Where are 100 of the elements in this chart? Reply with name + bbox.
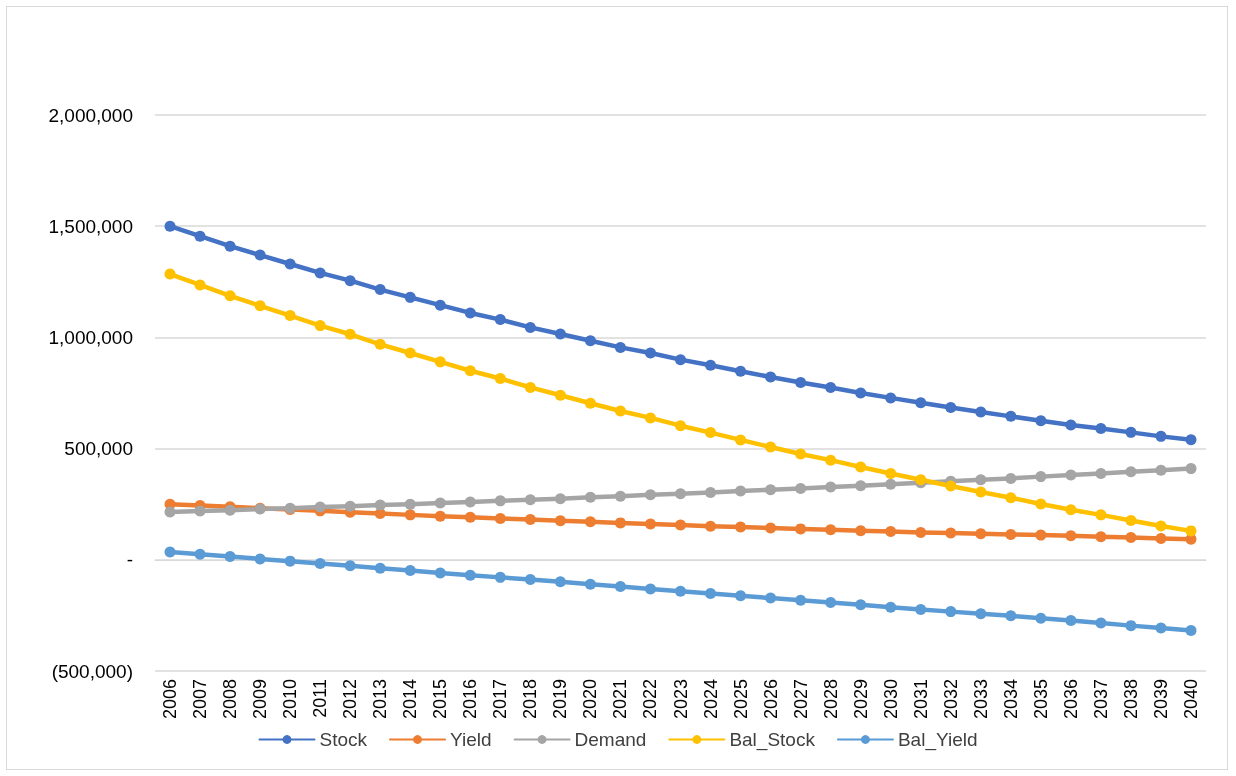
x-tick-label: 2015 xyxy=(430,679,451,720)
point xyxy=(494,512,506,524)
x-tick-label: 2027 xyxy=(790,679,811,720)
y-tick-label: 1,500,000 xyxy=(48,215,133,237)
point xyxy=(614,490,626,502)
point xyxy=(344,500,356,512)
point xyxy=(885,526,897,538)
point xyxy=(284,555,296,567)
point xyxy=(765,371,777,383)
point xyxy=(284,258,296,270)
x-tick-label: 2021 xyxy=(610,679,631,720)
point xyxy=(975,474,987,486)
legend-label: Bal_Yield xyxy=(897,729,978,751)
point xyxy=(494,373,506,385)
point xyxy=(644,583,656,595)
point xyxy=(855,480,867,492)
point xyxy=(735,434,747,446)
point xyxy=(675,585,686,597)
x-tick-label: 2018 xyxy=(520,679,541,720)
x-tick-label: 2022 xyxy=(640,679,661,720)
point xyxy=(434,510,446,522)
point xyxy=(1185,434,1197,446)
point xyxy=(224,290,236,302)
point xyxy=(644,347,656,359)
point xyxy=(705,520,717,532)
x-tick-label: 2033 xyxy=(970,679,991,720)
point xyxy=(975,528,987,540)
x-tick-label: 2020 xyxy=(580,679,601,720)
point xyxy=(1155,622,1167,634)
x-tick-label: 2025 xyxy=(730,679,751,720)
point xyxy=(644,412,656,424)
point xyxy=(584,516,596,528)
point xyxy=(584,397,596,409)
point xyxy=(404,498,416,510)
x-tick-label: 2037 xyxy=(1090,679,1111,720)
legend-label: Demand xyxy=(574,729,647,750)
point xyxy=(404,347,416,359)
point xyxy=(314,320,326,332)
x-tick-label: 2017 xyxy=(490,679,511,720)
point xyxy=(554,515,566,527)
point xyxy=(795,523,807,535)
point xyxy=(524,514,536,526)
point xyxy=(344,560,356,572)
point xyxy=(1155,520,1167,532)
point xyxy=(1155,532,1167,544)
point xyxy=(1125,514,1137,526)
legend-label: Bal_Stock xyxy=(729,729,816,751)
point xyxy=(464,307,476,319)
x-tick-label: 2009 xyxy=(250,679,271,720)
point xyxy=(705,427,717,439)
point xyxy=(885,392,897,404)
point xyxy=(494,571,506,583)
legend-label: Yield xyxy=(450,729,492,750)
y-tick-label: (500,000) xyxy=(51,660,133,682)
point xyxy=(1035,498,1047,510)
point xyxy=(494,495,506,507)
point xyxy=(524,321,536,333)
point xyxy=(765,484,777,496)
point xyxy=(1185,463,1197,475)
point xyxy=(404,291,416,303)
point xyxy=(614,405,626,417)
point xyxy=(1005,610,1017,622)
point xyxy=(284,310,296,322)
point xyxy=(1155,430,1167,442)
point xyxy=(194,279,206,291)
point xyxy=(254,300,266,312)
point xyxy=(164,546,176,558)
point xyxy=(194,505,206,517)
point xyxy=(164,268,176,280)
point xyxy=(194,230,206,242)
point xyxy=(584,491,596,503)
point xyxy=(735,365,747,377)
point xyxy=(434,299,446,311)
point xyxy=(464,511,476,523)
point xyxy=(1125,466,1137,478)
point xyxy=(614,580,626,592)
point xyxy=(705,486,717,498)
point xyxy=(675,519,686,531)
x-tick-label: 2038 xyxy=(1120,679,1141,720)
x-tick-label: 2035 xyxy=(1030,679,1051,720)
point xyxy=(644,489,656,501)
point xyxy=(975,406,987,418)
point xyxy=(825,597,837,608)
point xyxy=(494,314,506,326)
point xyxy=(404,564,416,576)
point xyxy=(644,518,656,530)
point xyxy=(1065,530,1077,542)
point xyxy=(825,454,837,466)
point xyxy=(675,420,686,432)
point xyxy=(254,553,266,565)
x-tick-label: 2034 xyxy=(1000,679,1021,720)
point xyxy=(1005,410,1017,422)
point xyxy=(554,576,566,588)
point xyxy=(915,397,927,409)
point xyxy=(675,488,686,500)
point xyxy=(675,354,686,366)
point xyxy=(735,521,747,533)
point xyxy=(314,267,326,279)
y-tick-label: - xyxy=(126,549,133,571)
x-tick-label: 2013 xyxy=(370,679,391,720)
